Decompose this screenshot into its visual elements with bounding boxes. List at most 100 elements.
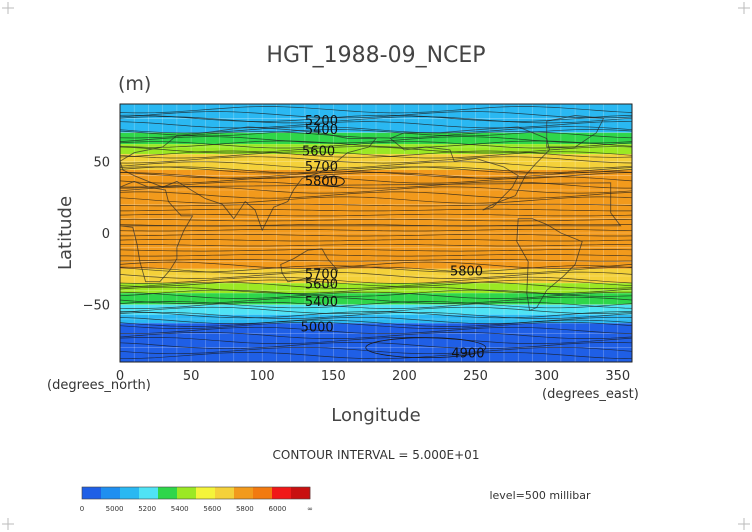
colorbar-tick-label: 5200: [138, 505, 156, 513]
contour-line: [120, 233, 632, 237]
colorbar-tick-label: 5800: [236, 505, 254, 513]
contour-line: [120, 176, 632, 184]
contour-line: [120, 171, 632, 179]
y-tick-label: 0: [102, 227, 110, 242]
x-tick-label: 300: [534, 369, 559, 384]
contour-line: [120, 286, 632, 294]
x-tick-label: 150: [321, 369, 346, 384]
contour-line: [120, 301, 632, 309]
x-tick-label: 250: [463, 369, 488, 384]
x-tick-label: 0: [116, 369, 124, 384]
coastlines: [120, 115, 622, 312]
contour-line: [120, 331, 632, 339]
contour-line: [120, 306, 632, 314]
contour-line: [120, 321, 632, 329]
contour-line: [120, 342, 632, 350]
contour-label: 5700: [305, 268, 338, 283]
contour-line: [120, 254, 632, 257]
coastline: [120, 180, 622, 283]
contour-line: [120, 166, 632, 174]
x-tick-labels: 0 50 100 150 200 250 300 350: [116, 369, 630, 384]
contour-label: 5400: [305, 295, 338, 310]
contour-label: 5400: [305, 123, 338, 138]
colorbar-tick-label: 6000: [269, 505, 287, 513]
contour-label: 5200: [305, 114, 338, 129]
colorbar-swatch: [158, 487, 178, 499]
contour-line: [120, 337, 632, 344]
colorbar-swatch: [177, 487, 197, 499]
contour-label: 5800: [450, 265, 483, 280]
contour-line: [120, 296, 632, 304]
contour-label: 5600: [305, 278, 338, 293]
contour-line: [120, 311, 632, 319]
x-tick-label: 100: [250, 369, 275, 384]
plot-frame: [119, 103, 633, 363]
contour-line: [120, 248, 632, 252]
y-unit-label: (degrees_north): [47, 378, 151, 393]
contour-labels: 5200540056005700580058005700560054005000…: [301, 114, 485, 361]
height-band: [120, 268, 632, 284]
contour-line: [120, 281, 632, 289]
contour-line: [120, 150, 632, 158]
y-tick-label: −50: [83, 299, 110, 314]
contour-line: [120, 261, 632, 269]
contour-line: [365, 337, 487, 359]
contour-line: [120, 352, 632, 360]
colorbar-tick-label: ∞: [307, 505, 313, 513]
contour-line: [120, 311, 632, 319]
contour-line: [120, 228, 632, 232]
contour-label: 5000: [301, 321, 334, 336]
coastline: [120, 126, 377, 232]
contour-line: [120, 276, 632, 284]
height-band: [120, 293, 632, 305]
corner-mark: [738, 518, 750, 530]
plot-area: [120, 104, 632, 362]
corner-mark: [2, 518, 14, 530]
contour-line: [120, 191, 632, 199]
contour-interval: CONTOUR INTERVAL = 5.000E+01: [273, 448, 480, 462]
contour-line: [120, 238, 632, 242]
contour-line: [120, 151, 632, 159]
contour-line: [120, 208, 632, 212]
height-band: [120, 154, 632, 170]
contour-line: [120, 161, 632, 169]
coastline: [516, 218, 583, 312]
level-label: level=500 millibar: [489, 489, 591, 502]
height-band: [120, 283, 632, 294]
contour-line: [120, 114, 632, 122]
height-band: [120, 118, 632, 133]
colorbar-frame: [81, 486, 311, 500]
colorbar-swatch: [120, 487, 140, 499]
height-band: [120, 104, 632, 119]
contour-line: [120, 347, 632, 355]
contour-line: [120, 259, 632, 262]
contour-line: [120, 316, 632, 324]
contour-line: [120, 203, 632, 207]
coastline: [389, 126, 550, 211]
x-tick-label: 200: [392, 369, 417, 384]
contour-line: [120, 156, 632, 164]
height-band: [120, 304, 632, 315]
x-tick-label: 350: [605, 369, 630, 384]
height-band: [120, 175, 632, 269]
contour-line: [120, 141, 632, 149]
contour-label: 5700: [305, 160, 338, 175]
contour-line: [120, 243, 632, 247]
colorbar-swatch: [215, 487, 235, 499]
contour-line: [120, 111, 632, 119]
contour-line: [120, 106, 632, 114]
height-band: [120, 144, 632, 155]
contour-line: [120, 291, 632, 299]
colorbar-swatch: [101, 487, 121, 499]
contour-label: 5600: [302, 144, 335, 159]
colorbar-swatch: [196, 487, 216, 499]
colorbar-tick-label: 5000: [106, 505, 124, 513]
contour-line: [120, 279, 632, 287]
x-unit-label: (degrees_east): [542, 387, 639, 402]
corner-mark: [738, 2, 750, 14]
colorbar-swatch: [234, 487, 254, 499]
colorbar-tick-labels: 0 5000 5200 5400 5600 5800 6000 ∞: [80, 505, 313, 513]
colorbar: [81, 486, 311, 500]
contour-line: [120, 271, 632, 279]
